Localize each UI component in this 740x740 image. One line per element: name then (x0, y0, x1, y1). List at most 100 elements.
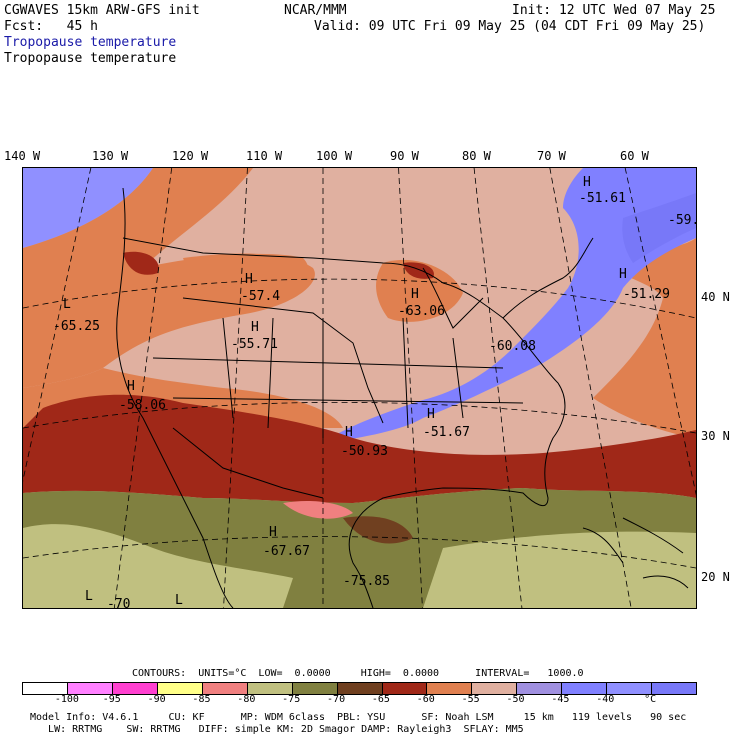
colorbar-tick-label: -50 (506, 694, 525, 705)
lon-label-100w: 100 W (316, 149, 353, 163)
state-borders-horizontal (152, 357, 524, 404)
colorbar-tick-label: -70 (327, 694, 346, 705)
lon-label-90w: 90 W (390, 149, 419, 163)
map-label-letter: H (127, 379, 135, 394)
map-label-value: -75.85 (343, 574, 390, 589)
color-swatch (247, 683, 293, 694)
graticule (23, 168, 696, 608)
color-swatch (652, 683, 697, 694)
map-label-value: -51.67 (423, 425, 470, 440)
lon-label-110w: 110 W (246, 149, 283, 163)
color-swatch (562, 683, 608, 694)
fill-orange-atlantic (593, 238, 696, 438)
forecast-hour: Fcst: 45 h (4, 19, 98, 34)
map-label-letter: H (345, 425, 353, 440)
us-east-gulf-coastline (348, 317, 566, 608)
color-swatch (202, 683, 248, 694)
colorbar-tick-label: -55 (461, 694, 480, 705)
map-label-value: -70 (107, 597, 130, 608)
colorbar-tick-label: -65 (371, 694, 390, 705)
map-label-value: -50.93 (341, 444, 388, 459)
map-label-value: -59. (668, 213, 696, 228)
map-label-value: -63.06 (398, 304, 445, 319)
color-swatch (427, 683, 473, 694)
color-swatch (472, 683, 518, 694)
field-title-secondary: Tropopause temperature (4, 51, 177, 66)
model-info-line1: Model Info: V4.6.1 CU: KF MP: WDM 6class… (30, 712, 687, 723)
meridian-90w (398, 168, 423, 608)
model-title: CGWAVES 15km ARW-GFS init (4, 3, 200, 18)
map-label-letter: H (427, 407, 435, 422)
political-boundaries (116, 187, 689, 608)
map-label-value: -58.06 (119, 398, 166, 413)
fill-blue-northwest (23, 168, 153, 248)
meridian-80w (473, 168, 523, 608)
lat-label-20n: 20 N (701, 570, 730, 584)
pressure-labels: H -51.61 -59. H -57.4 H -63.06 H -51.29 … (53, 175, 696, 608)
meridian-110w (223, 168, 248, 608)
fill-orange-montana (183, 253, 315, 316)
map-label-letter: L (63, 297, 71, 312)
map-label-letter: H (269, 525, 277, 540)
map-label-value: -67.67 (263, 544, 310, 559)
map-label-value: -51.29 (623, 287, 670, 302)
fill-orange-northwest (23, 168, 309, 388)
colorbar-tick-label: -80 (237, 694, 256, 705)
init-time: Init: 12 UTC Wed 07 May 25 (512, 3, 716, 18)
map-label-value: -60.08 (489, 339, 536, 354)
color-legend-bar (22, 682, 697, 695)
fill-red-washington (123, 251, 159, 275)
map-label-value: -65.25 (53, 319, 100, 334)
fill-blue-trough (323, 168, 696, 443)
meridian-70w (549, 168, 632, 608)
meridian-130w (23, 168, 92, 482)
tropopause-temperature-map: H -51.61 -59. H -57.4 H -63.06 H -51.29 … (22, 167, 697, 609)
contours-info: CONTOURS: UNITS=°C LOW= 0.0000 HIGH= 0.0… (132, 668, 584, 679)
org-label: NCAR/MMM (284, 3, 347, 18)
map-label-letter: H (619, 267, 627, 282)
colorbar-tick-label: -45 (551, 694, 570, 705)
colorbar-tick-label: -75 (282, 694, 301, 705)
colorbar-tick-label: -90 (147, 694, 166, 705)
lat-label-40n: 40 N (701, 290, 730, 304)
lon-label-60w: 60 W (620, 149, 649, 163)
map-canvas: H -51.61 -59. H -57.4 H -63.06 H -51.29 … (23, 168, 696, 608)
lon-label-70w: 70 W (537, 149, 566, 163)
map-label-letter: H (583, 175, 591, 190)
lat-label-30n: 30 N (701, 429, 730, 443)
fill-brown-gulf (343, 516, 413, 544)
colorbar-tick-label: -85 (192, 694, 211, 705)
model-info-line2: LW: RRTMG SW: RRTMG DIFF: simple KM: 2D … (30, 724, 524, 735)
us-mexico-border (172, 427, 324, 499)
lon-label-140w: 140 W (4, 149, 41, 163)
map-label-value: -51.61 (579, 191, 626, 206)
lon-label-130w: 130 W (92, 149, 129, 163)
map-label-letter: L (175, 593, 183, 608)
lon-label-120w: 120 W (172, 149, 209, 163)
state-borders-vertical (222, 317, 464, 438)
color-swatch (382, 683, 428, 694)
map-label-letter: L (85, 589, 93, 604)
meridian-60w (624, 168, 696, 496)
field-title-primary: Tropopause temperature (4, 35, 177, 50)
colorbar-tick-label: -100 (54, 694, 79, 705)
color-swatch (67, 683, 113, 694)
map-label-letter: H (251, 320, 259, 335)
color-swatch (607, 683, 653, 694)
map-label-value: -57.4 (241, 289, 280, 304)
fill-darkred-subtropical (23, 394, 696, 503)
map-label-letter: H (245, 272, 253, 287)
fill-khaki-pacific (23, 524, 293, 608)
great-lakes (422, 267, 484, 329)
color-swatch (157, 683, 203, 694)
fill-khaki-caribbean (423, 531, 696, 608)
valid-time: Valid: 09 UTC Fri 09 May 25 (04 CDT Fri … (314, 19, 706, 34)
fill-orange-great-lakes (376, 259, 463, 322)
us-canada-border (122, 237, 594, 319)
fill-salmon-patch (283, 501, 353, 519)
caribbean-islands (582, 517, 689, 589)
color-swatch (337, 683, 383, 694)
pacific-coastline (116, 187, 234, 608)
state-borders-central (182, 297, 384, 424)
colorbar-tick-label: -60 (416, 694, 435, 705)
